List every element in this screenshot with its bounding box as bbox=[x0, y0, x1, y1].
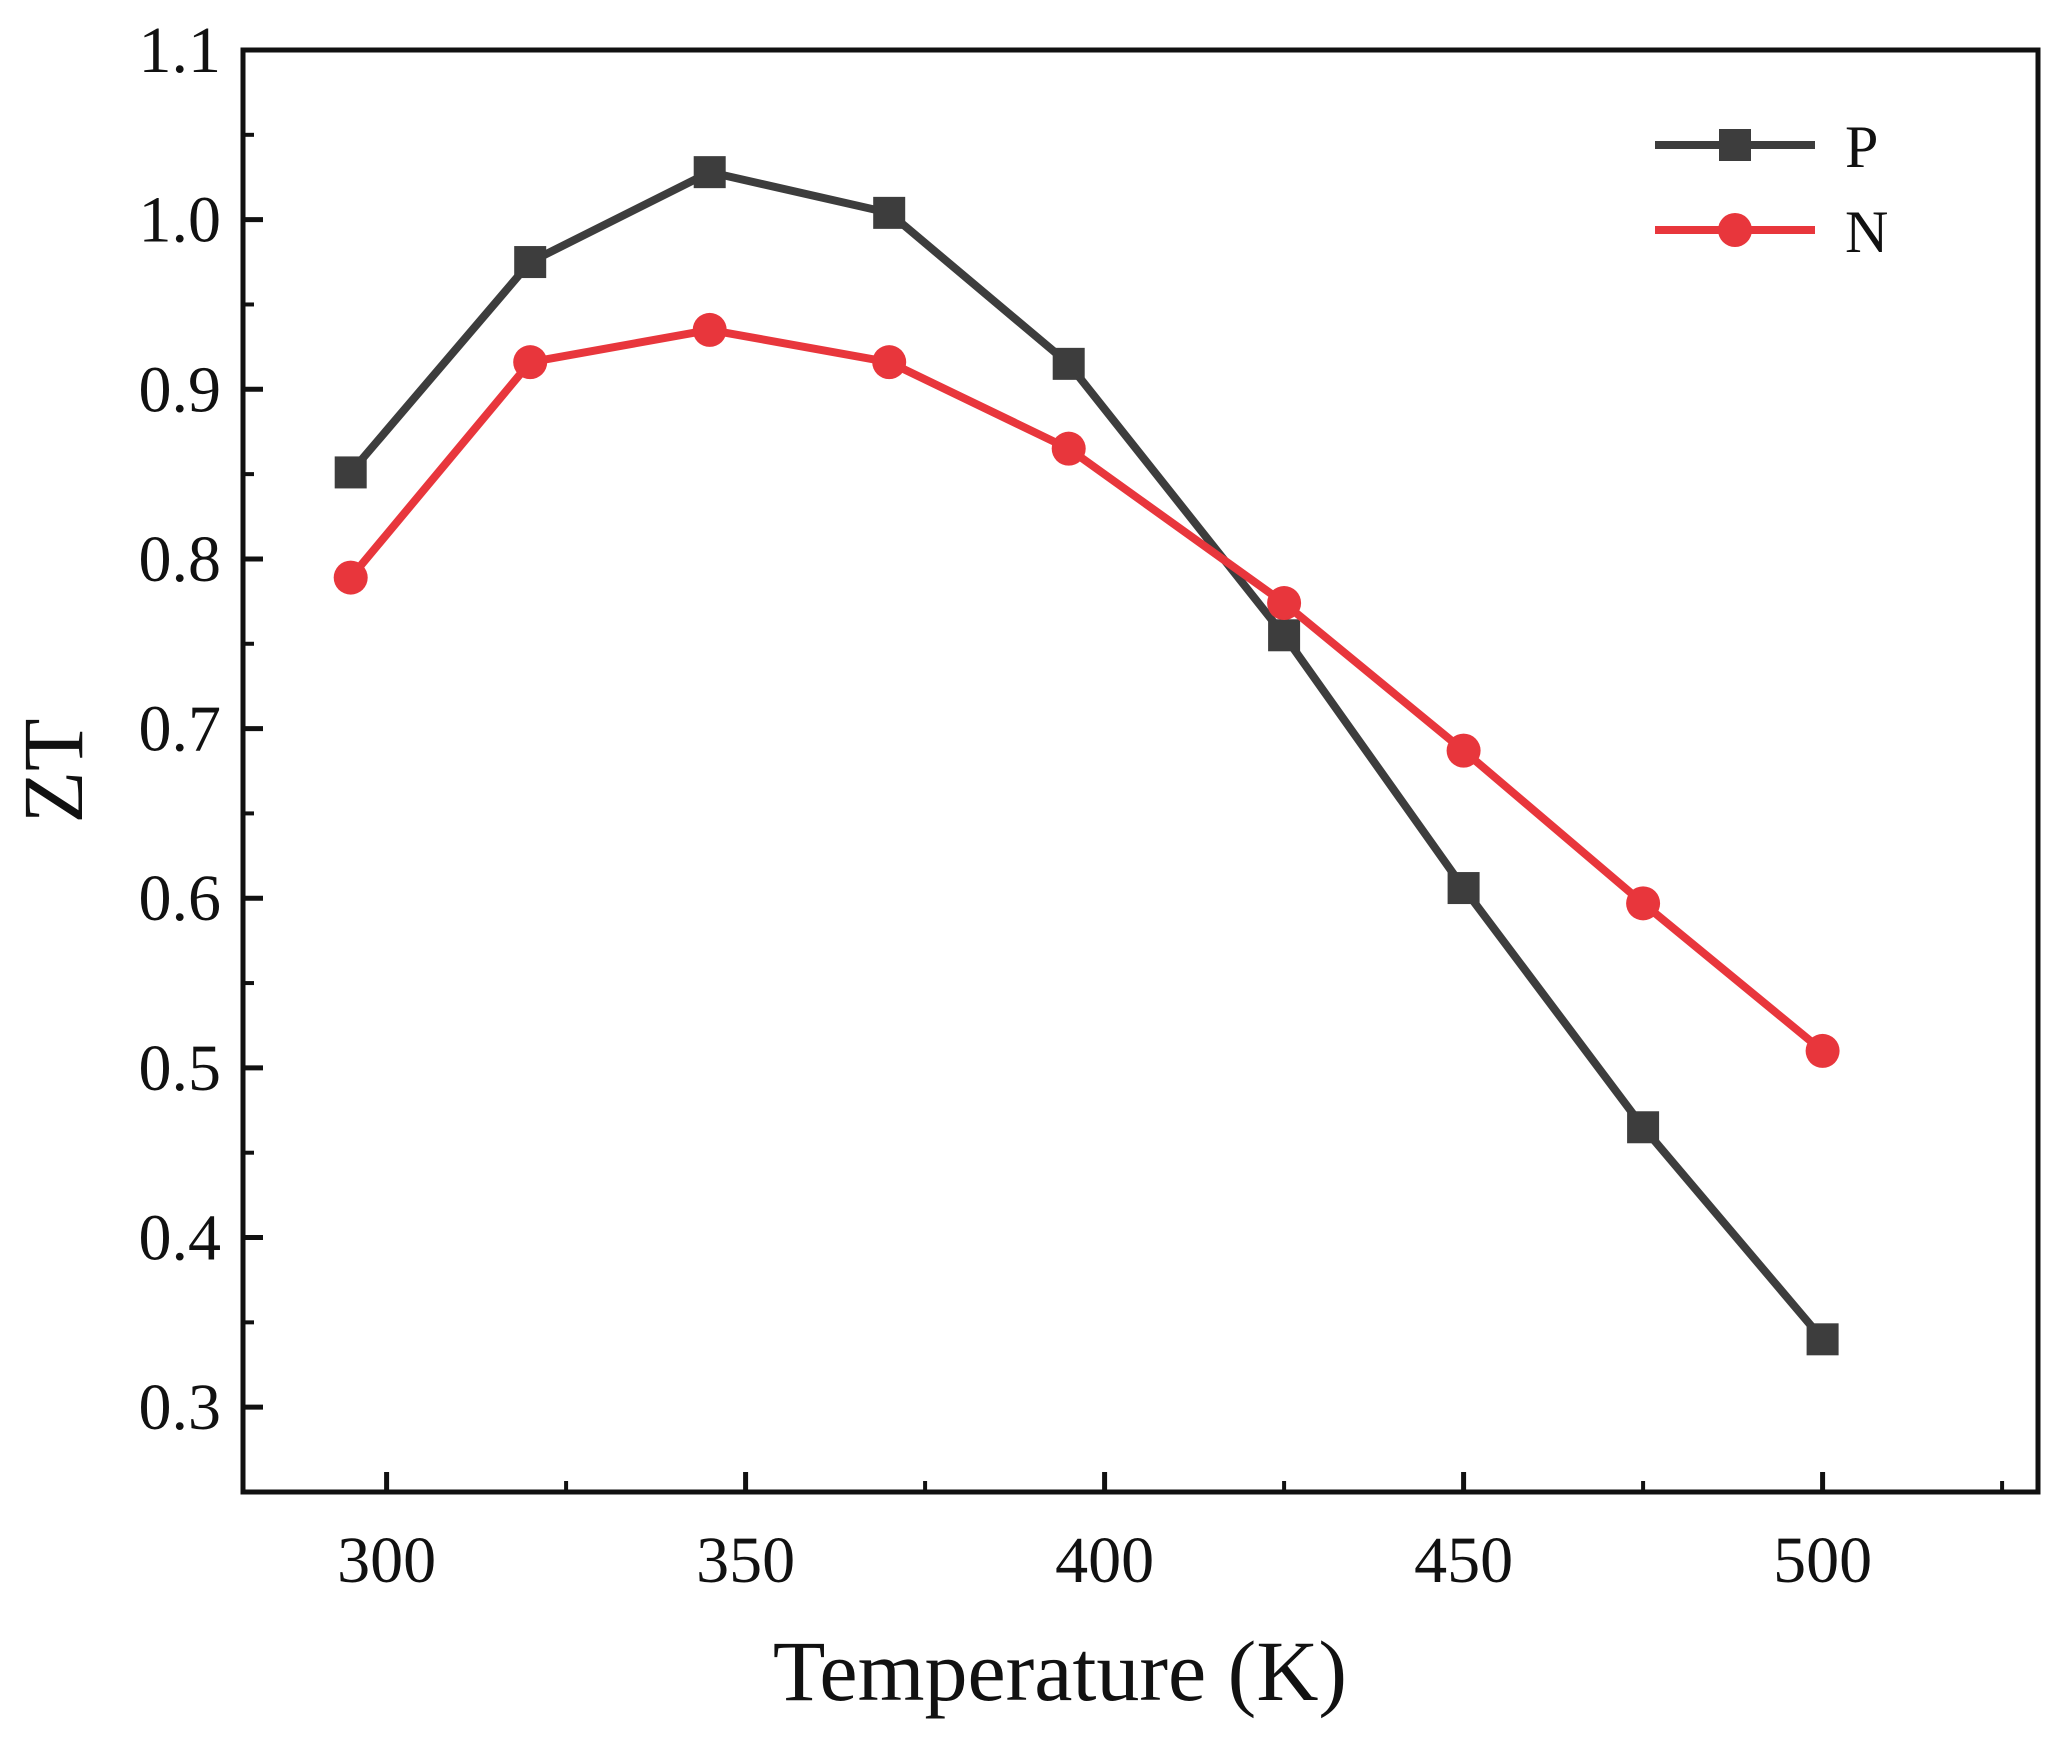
series-n-point bbox=[1805, 1033, 1840, 1068]
x-tick-label: 300 bbox=[337, 1524, 436, 1597]
legend-n-marker bbox=[1718, 213, 1752, 247]
y-tick-label: 1.0 bbox=[139, 184, 222, 257]
series-p-point bbox=[1052, 347, 1085, 380]
series-layer bbox=[333, 156, 1840, 1356]
series-p-point bbox=[1447, 872, 1480, 905]
y-tick-label: 0.4 bbox=[139, 1202, 222, 1275]
x-axis-title: Temperature (K) bbox=[773, 1623, 1347, 1719]
legend-p-marker bbox=[1719, 129, 1751, 161]
series-n-point bbox=[333, 560, 368, 595]
series-n-point bbox=[513, 345, 548, 380]
series-n-point bbox=[1446, 733, 1481, 768]
series-p-point bbox=[693, 156, 726, 189]
y-tick-label: 0.3 bbox=[139, 1371, 222, 1444]
series-p-point bbox=[334, 456, 367, 489]
series-p-point bbox=[873, 196, 906, 229]
series-p-point bbox=[514, 246, 547, 279]
series-n-point bbox=[1267, 586, 1302, 621]
series-n-point bbox=[872, 345, 907, 380]
series-n-point bbox=[1626, 886, 1661, 921]
legend: PN bbox=[1655, 114, 1888, 265]
x-tick-label: 400 bbox=[1055, 1524, 1154, 1597]
y-tick-label: 0.5 bbox=[139, 1032, 222, 1105]
y-tick-label: 0.9 bbox=[139, 353, 222, 426]
ticks-layer: 300 350 400 450 500 0.3 0.4 0.5 0.6 0.7 0.8 0.9 1.0 1… bbox=[139, 14, 2005, 1597]
y-tick-label: 0.6 bbox=[139, 862, 222, 935]
y-axis-title: ZT bbox=[5, 718, 101, 823]
x-tick-label: 450 bbox=[1414, 1524, 1513, 1597]
legend-p-label: P bbox=[1845, 114, 1878, 180]
y-tick-label: 0.7 bbox=[139, 693, 222, 766]
legend-n-label: N bbox=[1845, 199, 1888, 265]
series-p-point bbox=[1268, 619, 1301, 652]
plot-frame bbox=[240, 47, 2041, 1495]
x-tick-label: 500 bbox=[1773, 1524, 1872, 1597]
series-p-point bbox=[1627, 1111, 1660, 1144]
y-tick-label: 1.1 bbox=[139, 14, 222, 87]
series-n-point bbox=[692, 312, 727, 347]
series-n-point bbox=[1051, 431, 1086, 466]
y-tick-label: 0.8 bbox=[139, 523, 222, 596]
x-tick-label: 350 bbox=[696, 1524, 795, 1597]
series-p-point bbox=[1806, 1323, 1839, 1356]
